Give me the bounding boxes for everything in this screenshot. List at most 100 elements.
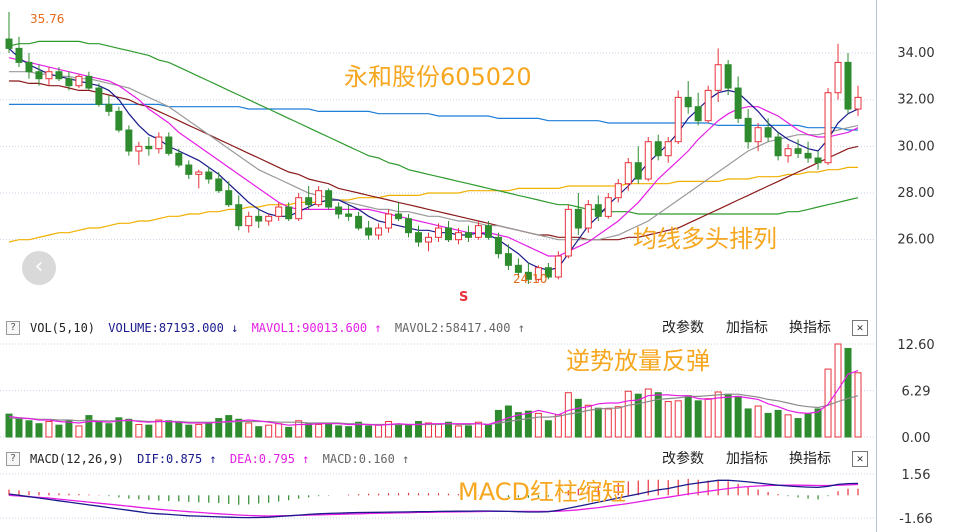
ma10-line (8, 57, 859, 257)
volume-bar (814, 408, 822, 438)
candle-down (524, 271, 532, 280)
volume-bar (754, 405, 762, 438)
volume-bar (804, 413, 812, 438)
volume-bar (824, 368, 832, 438)
volume-bar (285, 426, 293, 438)
volume-value: VOLUME:87193.000 (108, 321, 224, 335)
ma120-line (9, 103, 858, 131)
volume-bar (185, 424, 193, 438)
ma5-line (8, 47, 859, 271)
low-price-marker: 24.10 (513, 272, 548, 286)
y-tick-label: 1.56 (902, 468, 931, 483)
switch-indicator-button[interactable]: 换指标 (789, 451, 831, 467)
candle-down (654, 141, 662, 157)
edit-params-button[interactable]: 改参数 (662, 451, 704, 467)
volume-bar (844, 347, 852, 438)
ma30-line (9, 80, 859, 241)
dea-value: DEA:0.795 (229, 452, 295, 466)
candle-down (255, 215, 263, 222)
candle-down (694, 106, 702, 122)
candle-down (634, 162, 642, 180)
volume-bar (514, 412, 522, 438)
candle-down (215, 178, 223, 192)
candle-down (444, 227, 452, 241)
candle-down (544, 267, 552, 278)
volume-bar (355, 421, 363, 438)
candle-down (235, 204, 243, 227)
candle-down (774, 136, 782, 157)
candle-down (305, 197, 313, 206)
candle-down (95, 87, 103, 105)
switch-indicator-button[interactable]: 换指标 (789, 320, 831, 336)
candle-up (784, 148, 792, 157)
volume-arrow-icon: ↓ (231, 321, 239, 335)
y-tick-label: 34.00 (897, 46, 934, 61)
previous-arrow-button[interactable]: ‹ (22, 251, 56, 285)
volume-bar (305, 423, 313, 438)
volume-bar (425, 422, 433, 438)
close-icon[interactable]: ✕ (852, 451, 868, 467)
volume-bar (365, 425, 373, 438)
volume-bar (35, 423, 43, 438)
candle-up (245, 215, 253, 227)
volume-bar (275, 423, 283, 438)
volume-bar (614, 406, 622, 438)
candle-down (814, 157, 822, 164)
volume-bar (125, 418, 133, 438)
candle-up (434, 227, 442, 238)
volume-bar (594, 407, 602, 438)
candle-up (155, 136, 163, 150)
volume-bar (714, 391, 722, 438)
candle-down (804, 152, 812, 159)
volume-panel (5, 343, 862, 438)
edit-params-button[interactable]: 改参数 (662, 320, 704, 336)
candle-up (854, 96, 862, 110)
y-tick-label: 0.00 (902, 431, 931, 446)
volume-bar (544, 420, 552, 438)
volume-bar (654, 392, 662, 438)
volume-bar (55, 424, 63, 438)
price-panel (5, 12, 862, 284)
candle-down (514, 264, 522, 273)
volume-bar (415, 421, 423, 438)
candle-down (175, 152, 183, 166)
volume-bar (395, 423, 403, 438)
candle-up (315, 190, 323, 206)
candle-down (165, 136, 173, 154)
add-indicator-button[interactable]: 加指标 (726, 451, 768, 467)
volume-indicator-readout: VOL(5,10) VOLUME:87193.000 ↓ MAVOL1:9001… (30, 317, 525, 339)
candle-down (684, 96, 692, 108)
sell-signal-marker: S (459, 290, 469, 305)
volume-bar (385, 421, 393, 438)
y-tick-label: -1.66 (899, 512, 933, 527)
candle-down (504, 253, 512, 266)
volume-bar (245, 422, 253, 438)
candle-up (674, 96, 682, 143)
add-indicator-button[interactable]: 加指标 (726, 320, 768, 336)
candle-down (365, 227, 373, 236)
close-icon[interactable]: ✕ (852, 320, 868, 336)
chart-title-overlay: 永和股份605020 (344, 63, 532, 91)
candle-up (554, 255, 562, 278)
ma60-line (8, 40, 859, 215)
candle-down (335, 206, 343, 215)
candle-up (664, 141, 672, 157)
help-icon[interactable]: ? (6, 452, 20, 466)
candle-up (584, 204, 592, 229)
volume-bar (5, 413, 13, 438)
candle-down (15, 47, 23, 63)
volume-bar (684, 395, 692, 438)
dea-arrow-icon: ↑ (302, 452, 310, 466)
candle-up (824, 92, 832, 164)
help-icon[interactable]: ? (6, 321, 20, 335)
mavol2-value: MAVOL2:58417.400 (394, 321, 511, 335)
candle-up (704, 89, 712, 122)
volume-bar (15, 417, 23, 438)
axis-separator (876, 0, 877, 532)
volume-bar (484, 424, 492, 438)
volume-bar (534, 412, 542, 438)
candle-down (395, 213, 403, 220)
volume-bar (195, 423, 203, 438)
volume-bar (854, 372, 862, 438)
volume-bar (774, 409, 782, 438)
